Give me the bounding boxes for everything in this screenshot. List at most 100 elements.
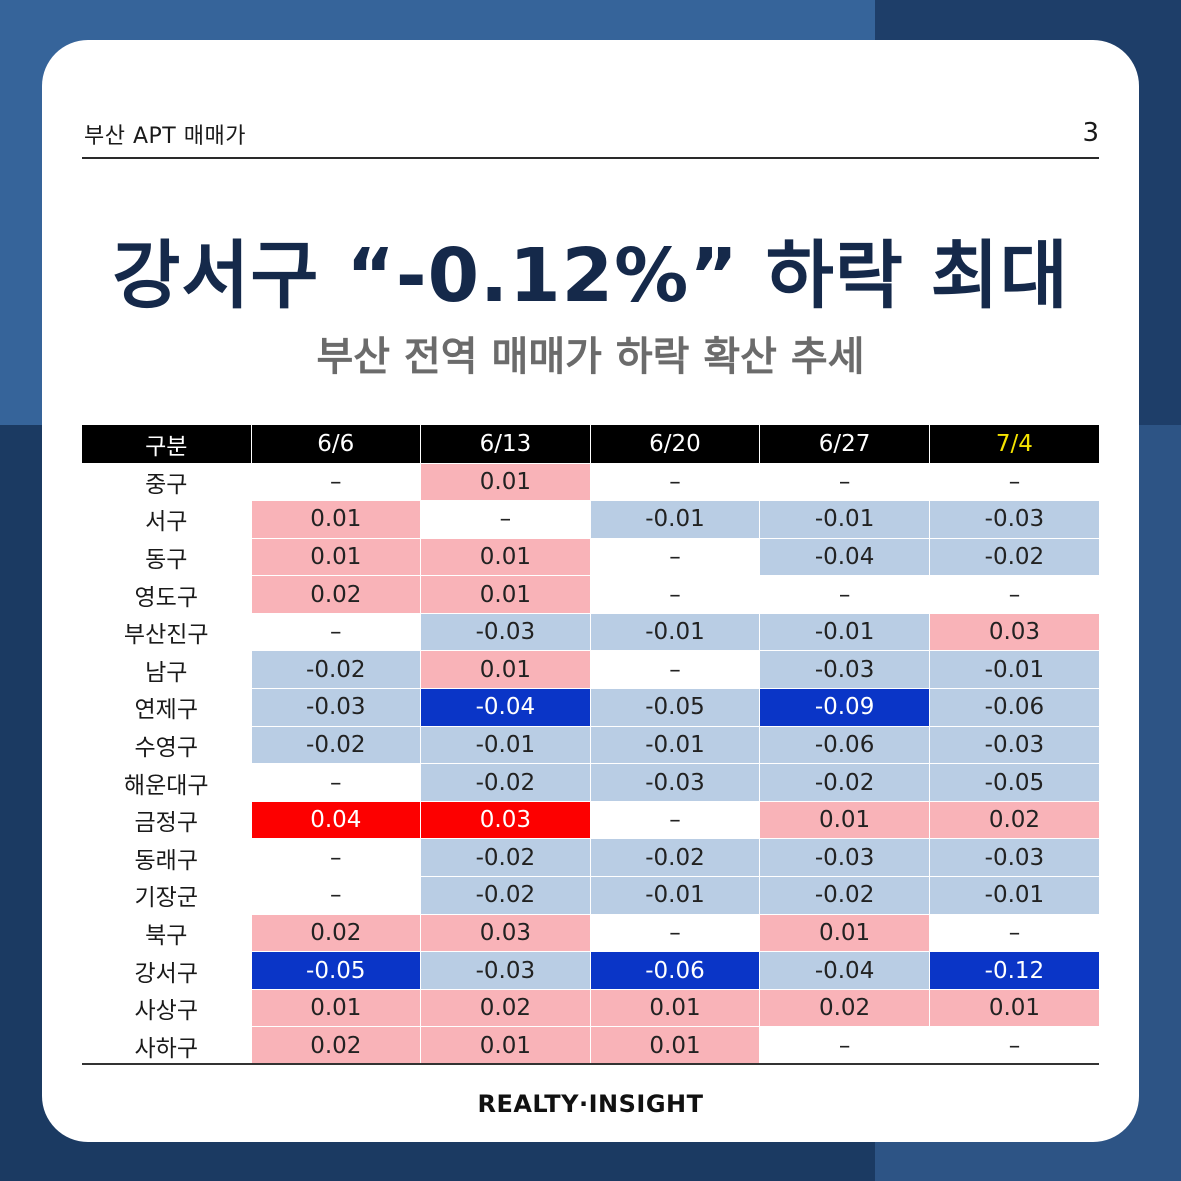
value-cell: -0.02 <box>589 838 760 877</box>
value-cell: – <box>250 612 421 651</box>
district-label: 동구 <box>82 537 251 576</box>
value-cell: – <box>589 575 760 614</box>
value-cell: -0.01 <box>589 612 760 651</box>
value-cell: 0.01 <box>589 988 760 1027</box>
value-cell: -0.02 <box>250 725 421 764</box>
value-cell: -0.03 <box>928 838 1099 877</box>
value-cell: 0.03 <box>420 913 591 952</box>
column-header-date: 6/13 <box>420 425 591 463</box>
value-cell: 0.01 <box>759 913 930 952</box>
value-cell: – <box>928 1026 1099 1065</box>
value-cell: -0.06 <box>928 688 1099 727</box>
value-cell: -0.01 <box>928 650 1099 689</box>
table-bottom-rule <box>82 1063 1099 1065</box>
value-cell: -0.01 <box>420 725 591 764</box>
value-cell: – <box>759 462 930 501</box>
value-cell: 0.01 <box>759 800 930 839</box>
table-row: 동래구 – -0.02 -0.02 -0.03 -0.03 <box>82 838 1099 877</box>
value-cell: -0.04 <box>420 688 591 727</box>
district-label: 사상구 <box>82 988 251 1027</box>
page-title: 강서구 “-0.12%” 하락 최대 <box>112 233 1069 319</box>
price-change-table: 구분 6/6 6/13 6/20 6/27 7/4 중구 –0.01– – – 서구 0.01– -0… <box>82 425 1099 1065</box>
table-row: 금정구 0.04 0.03–0.01 0.02 <box>82 800 1099 839</box>
value-cell: – <box>589 913 760 952</box>
value-cell: 0.03 <box>928 612 1099 651</box>
value-cell: – <box>928 575 1099 614</box>
value-cell: -0.01 <box>759 500 930 539</box>
column-header-date: 7/4 <box>928 425 1099 463</box>
value-cell: 0.01 <box>420 1026 591 1065</box>
value-cell: – <box>420 500 591 539</box>
table-row: 중구 –0.01– – – <box>82 462 1099 501</box>
value-cell: -0.03 <box>250 688 421 727</box>
value-cell: -0.03 <box>420 951 591 990</box>
value-cell: -0.01 <box>589 876 760 915</box>
district-label: 부산진구 <box>82 612 251 651</box>
value-cell: -0.05 <box>250 951 421 990</box>
value-cell: -0.01 <box>928 876 1099 915</box>
value-cell: 0.02 <box>250 913 421 952</box>
value-cell: -0.12 <box>928 951 1099 990</box>
table-row: 서구 0.01– -0.01 -0.01 -0.03 <box>82 500 1099 539</box>
value-cell: -0.04 <box>759 537 930 576</box>
value-cell: -0.06 <box>589 951 760 990</box>
header-divider <box>82 157 1099 159</box>
value-cell: -0.02 <box>420 763 591 802</box>
value-cell: -0.02 <box>759 763 930 802</box>
column-header-date: 6/27 <box>759 425 930 463</box>
brand-logo-text: REALTY·INSIGHT <box>477 1090 704 1118</box>
value-cell: -0.01 <box>759 612 930 651</box>
value-cell: -0.01 <box>589 500 760 539</box>
value-cell: – <box>759 575 930 614</box>
value-cell: -0.09 <box>759 688 930 727</box>
value-cell: 0.04 <box>250 800 421 839</box>
table-row: 영도구 0.02 0.01– – – <box>82 575 1099 614</box>
value-cell: 0.03 <box>420 800 591 839</box>
header-label: 부산 APT 매매가 <box>84 124 246 149</box>
value-cell: -0.02 <box>250 650 421 689</box>
district-label: 서구 <box>82 500 251 539</box>
value-cell: 0.01 <box>589 1026 760 1065</box>
value-cell: – <box>928 913 1099 952</box>
value-cell: -0.03 <box>420 612 591 651</box>
district-label: 강서구 <box>82 951 251 990</box>
table-row: 수영구 -0.02 -0.01 -0.01 -0.06 -0.03 <box>82 725 1099 764</box>
value-cell: 0.01 <box>250 537 421 576</box>
table-row: 동구 0.01 0.01– -0.04 -0.02 <box>82 537 1099 576</box>
district-label: 사하구 <box>82 1026 251 1065</box>
value-cell: 0.01 <box>420 575 591 614</box>
table-header-row: 구분 6/6 6/13 6/20 6/27 7/4 <box>82 425 1099 463</box>
value-cell: 0.02 <box>250 575 421 614</box>
value-cell: – <box>250 838 421 877</box>
value-cell: – <box>589 462 760 501</box>
value-cell: – <box>759 1026 930 1065</box>
table-row: 사하구 0.02 0.01 0.01– – <box>82 1026 1099 1065</box>
value-cell: 0.02 <box>420 988 591 1027</box>
value-cell: – <box>589 650 760 689</box>
page-subtitle: 부산 전역 매매가 하락 확산 추세 <box>316 334 865 380</box>
value-cell: – <box>250 462 421 501</box>
value-cell: -0.03 <box>928 500 1099 539</box>
value-cell: 0.01 <box>420 462 591 501</box>
value-cell: -0.04 <box>759 951 930 990</box>
value-cell: -0.03 <box>759 838 930 877</box>
value-cell: -0.05 <box>589 688 760 727</box>
value-cell: -0.02 <box>759 876 930 915</box>
value-cell: -0.03 <box>759 650 930 689</box>
district-label: 수영구 <box>82 725 251 764</box>
value-cell: -0.02 <box>928 537 1099 576</box>
value-cell: -0.03 <box>589 763 760 802</box>
value-cell: 0.02 <box>250 1026 421 1065</box>
value-cell: – <box>589 800 760 839</box>
value-cell: 0.01 <box>250 500 421 539</box>
value-cell: 0.01 <box>928 988 1099 1027</box>
table-row: 연제구 -0.03 -0.04 -0.05 -0.09 -0.06 <box>82 688 1099 727</box>
value-cell: -0.03 <box>928 725 1099 764</box>
value-cell: – <box>250 876 421 915</box>
table-row: 남구 -0.02 0.01– -0.03 -0.01 <box>82 650 1099 689</box>
table-body: 중구 –0.01– – – 서구 0.01– -0.01 -0.01 -0.03 동구 0.01 0.… <box>82 462 1099 1065</box>
district-label: 중구 <box>82 462 251 501</box>
value-cell: 0.02 <box>928 800 1099 839</box>
district-label: 금정구 <box>82 800 251 839</box>
value-cell: 0.01 <box>420 650 591 689</box>
